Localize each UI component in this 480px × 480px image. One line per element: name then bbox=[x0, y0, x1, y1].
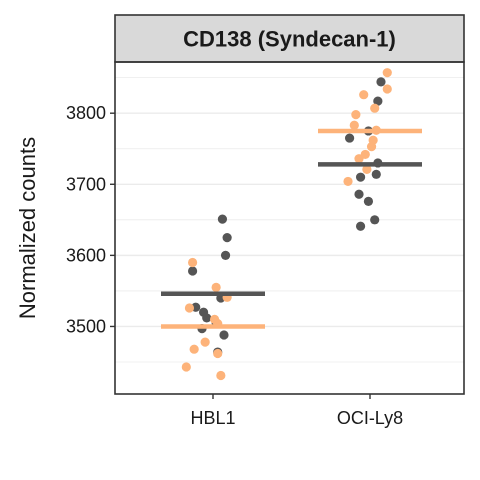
data-point bbox=[355, 221, 366, 231]
data-point bbox=[187, 257, 198, 268]
data-point bbox=[349, 120, 359, 130]
data-point bbox=[181, 362, 191, 372]
data-point bbox=[371, 169, 381, 179]
data-point bbox=[213, 348, 223, 359]
data-point bbox=[217, 214, 228, 224]
data-point bbox=[382, 84, 392, 94]
y-tick-label: 3800 bbox=[66, 103, 106, 123]
data-point bbox=[376, 77, 386, 87]
data-point bbox=[222, 232, 232, 243]
data-point bbox=[344, 133, 355, 143]
y-tick-label: 3600 bbox=[66, 245, 106, 265]
x-tick-label: HBL1 bbox=[190, 408, 235, 428]
mean-lines-layer bbox=[161, 128, 422, 329]
panel-border bbox=[114, 61, 465, 395]
data-point bbox=[351, 110, 361, 120]
axis-layer: 3500 3600 3700 3800 HBL1 OCI-Ly8 bbox=[66, 103, 403, 428]
facet-strip-title: CD138 (Syndecan-1) bbox=[183, 27, 396, 52]
data-point bbox=[216, 370, 226, 381]
data-point bbox=[382, 68, 392, 78]
data-point bbox=[184, 303, 195, 313]
data-point bbox=[187, 266, 198, 276]
y-tick-label: 3500 bbox=[66, 316, 106, 336]
facet-strip bbox=[114, 14, 465, 63]
x-tick-label: OCI-Ly8 bbox=[337, 408, 403, 428]
data-point bbox=[366, 141, 377, 152]
data-point bbox=[220, 250, 231, 260]
data-point bbox=[362, 164, 372, 174]
y-tick-label: 3700 bbox=[66, 174, 106, 194]
data-point bbox=[354, 154, 364, 164]
data-point bbox=[202, 313, 212, 323]
data-point bbox=[343, 176, 353, 187]
points-layer bbox=[181, 68, 392, 381]
data-point bbox=[373, 96, 383, 106]
data-point bbox=[189, 344, 199, 354]
data-point bbox=[211, 282, 221, 292]
data-point bbox=[200, 337, 210, 347]
data-point bbox=[354, 189, 364, 199]
data-point bbox=[370, 103, 380, 113]
data-point bbox=[370, 215, 380, 225]
data-point bbox=[363, 196, 374, 206]
data-point bbox=[355, 172, 366, 182]
data-point bbox=[219, 330, 229, 340]
y-axis-title: Normalized counts bbox=[15, 137, 40, 319]
data-point bbox=[359, 90, 369, 100]
